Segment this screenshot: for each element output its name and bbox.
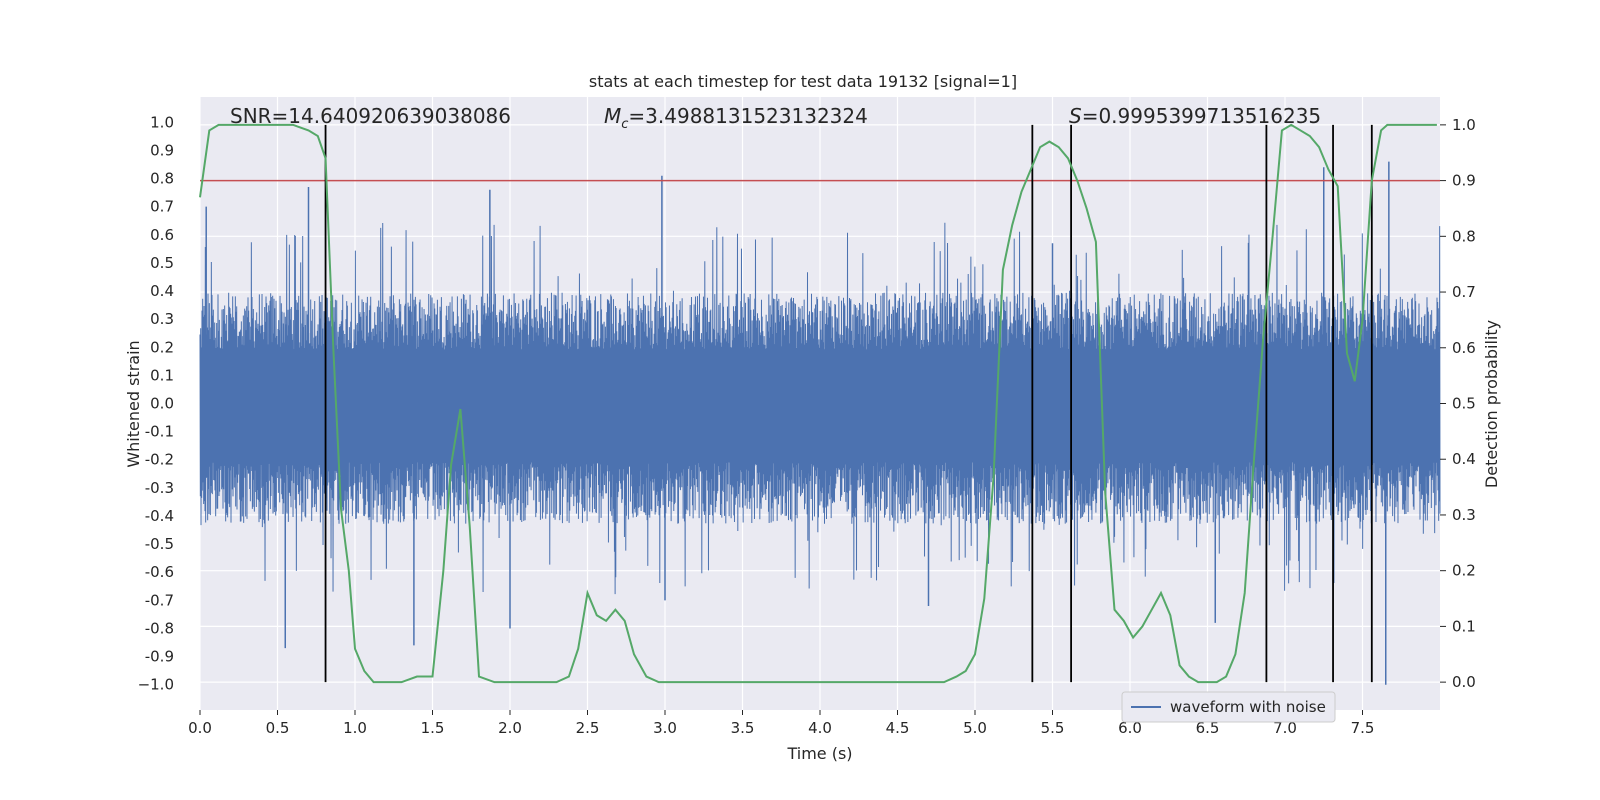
y-tick-label: -0.2 <box>145 451 174 469</box>
y-tick-label: -0.4 <box>145 507 174 525</box>
y-ticks: 1.0 0.9 0.8 0.7 0.6 0.5 0.4 0.3 0.2 0.1 0.0 -0.1 -0.… <box>138 113 174 693</box>
chart-title: stats at each timestep for test data 191… <box>589 72 1017 91</box>
x-tick-label: 1.0 <box>343 719 367 737</box>
y-tick-label: 0.3 <box>150 310 174 328</box>
x-tick-label: 5.5 <box>1041 719 1065 737</box>
vertical-lines <box>324 124 1373 683</box>
y-tick-label: 0.9 <box>150 141 174 159</box>
x-tick-label: 6.0 <box>1118 719 1142 737</box>
x-tick-label: 0.5 <box>266 719 290 737</box>
y2-tick-label: 0.8 <box>1452 227 1476 245</box>
y-tick-label: 0.7 <box>150 198 174 216</box>
y-tick-label: 0.6 <box>150 226 174 244</box>
y-tick-label: -0.1 <box>145 423 174 441</box>
s-annotation: S=0.9995399713516235 <box>1069 104 1321 128</box>
legend-box <box>1121 691 1336 723</box>
x-tick-label: 6.5 <box>1196 719 1220 737</box>
y2-ticks: 1.0 0.9 0.8 0.7 0.6 0.5 0.4 0.3 0.2 0.1 0.0 <box>1440 116 1476 691</box>
y2-tick-label: 0.0 <box>1452 673 1476 691</box>
x-tick-label: 1.5 <box>421 719 445 737</box>
y-tick-label: -0.8 <box>145 619 174 637</box>
x-tick-label: 0.0 <box>188 719 212 737</box>
y-tick-label: -0.3 <box>145 479 174 497</box>
chirp-mass-symbol: M <box>604 104 621 128</box>
y2-tick-label: 1.0 <box>1452 116 1476 134</box>
y-tick-label: 0.4 <box>150 282 174 300</box>
chirp-mass-annotation: Mc=3.4988131523132324 <box>604 104 868 132</box>
y-tick-label: 0.1 <box>150 366 174 384</box>
y-tick-label: 0.8 <box>150 170 174 188</box>
y-tick-label: 0.2 <box>150 338 174 356</box>
x-tick-label: 4.0 <box>808 719 832 737</box>
y-tick-label: −1.0 <box>138 676 174 694</box>
chirp-mass-value: =3.4988131523132324 <box>628 104 867 128</box>
y-tick-label: 0.0 <box>150 395 174 413</box>
legend: waveform with noise <box>1121 691 1336 723</box>
y2-axis-label: Detection probability <box>1482 320 1501 488</box>
y-axis-label: Whitened strain <box>124 340 143 467</box>
x-tick-label: 5.0 <box>963 719 987 737</box>
x-tick-label: 2.0 <box>498 719 522 737</box>
y-tick-label: -0.6 <box>145 563 174 581</box>
x-tick-label: 4.5 <box>886 719 910 737</box>
y2-tick-label: 0.6 <box>1452 339 1476 357</box>
y-tick-label: 1.0 <box>150 113 174 131</box>
x-tick-label: 2.5 <box>576 719 600 737</box>
x-tick-label: 7.0 <box>1273 719 1297 737</box>
y2-tick-label: 0.7 <box>1452 283 1476 301</box>
waveform-line <box>199 222 1441 595</box>
s-symbol: S <box>1069 104 1082 128</box>
x-axis-label: Time (s) <box>786 744 852 763</box>
x-tick-label: 7.5 <box>1351 719 1375 737</box>
y2-tick-label: 0.3 <box>1452 506 1476 524</box>
y-tick-label: -0.5 <box>145 535 174 553</box>
waveform-series <box>199 161 1441 685</box>
y2-tick-label: 0.1 <box>1452 617 1476 635</box>
y-tick-label: -0.7 <box>145 591 174 609</box>
probability-line <box>199 123 1437 684</box>
detection-probability-series <box>199 123 1437 684</box>
chirp-mass-subscript: c <box>621 117 628 132</box>
y2-tick-label: 0.2 <box>1452 562 1476 580</box>
snr-annotation: SNR=14.640920639038086 <box>230 104 511 128</box>
x-tick-label: 3.0 <box>653 719 677 737</box>
x-ticks: 0.0 0.5 1.0 1.5 2.0 2.5 3.0 3.5 4.0 4.5 5.0 5.5 6.0 6… <box>188 710 1374 737</box>
y2-tick-label: 0.5 <box>1452 395 1476 413</box>
y-tick-label: -0.9 <box>145 648 174 666</box>
s-value: =0.9995399713516235 <box>1082 104 1321 128</box>
legend-label: waveform with noise <box>1170 698 1326 716</box>
x-tick-label: 3.5 <box>731 719 755 737</box>
y2-tick-label: 0.4 <box>1452 450 1476 468</box>
y-tick-label: 0.5 <box>150 254 174 272</box>
y2-tick-label: 0.9 <box>1452 172 1476 190</box>
